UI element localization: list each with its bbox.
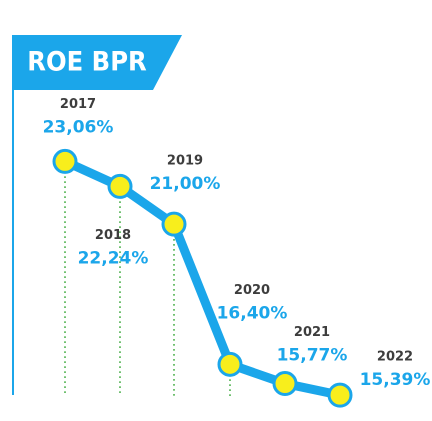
point	[52, 148, 78, 174]
year-label: 2017	[60, 97, 96, 112]
year-label: 2021	[294, 325, 330, 340]
title-banner	[13, 35, 182, 90]
chart-title: ROE BPR	[27, 47, 147, 78]
point	[107, 173, 133, 199]
year-label: 2022	[377, 350, 413, 365]
point	[272, 371, 298, 397]
point	[161, 211, 187, 237]
value-label: 16,40%	[217, 303, 288, 323]
year-label: 2020	[234, 283, 270, 298]
year-label: 2019	[167, 154, 203, 169]
point	[327, 382, 353, 408]
value-label: 21,00%	[150, 174, 221, 194]
value-label: 15,77%	[277, 346, 348, 366]
value-label: 15,39%	[360, 370, 431, 390]
year-label: 2018	[95, 228, 131, 243]
point	[217, 351, 243, 377]
value-label: 23,06%	[43, 117, 114, 137]
value-label: 22,24%	[78, 248, 149, 268]
